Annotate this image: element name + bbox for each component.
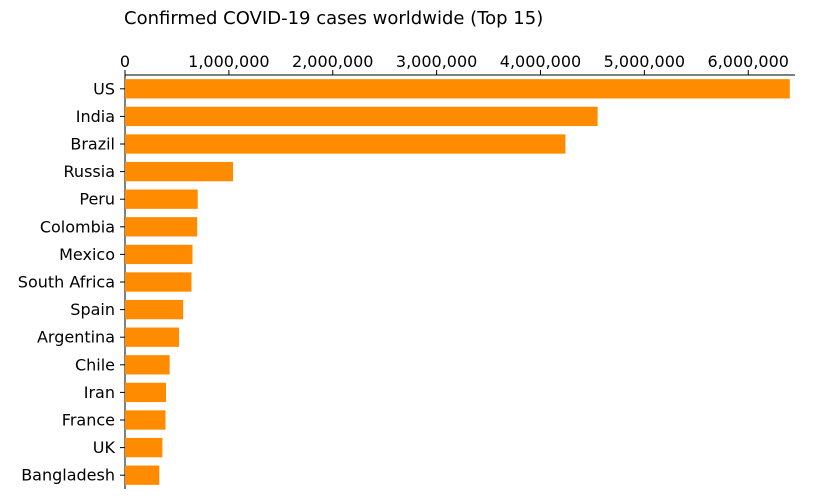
bar-brazil	[125, 134, 566, 154]
y-tick-label: Spain	[70, 300, 115, 319]
chart-title: Confirmed COVID-19 cases worldwide (Top …	[124, 8, 543, 29]
x-tick-label: 2,000,000	[292, 52, 373, 71]
bar-mexico	[125, 244, 193, 265]
bar-us	[125, 79, 790, 99]
y-tick-label: South Africa	[18, 273, 115, 292]
x-tick-label: 6,000,000	[708, 52, 789, 71]
bar-russia	[125, 161, 234, 182]
bar-iran	[125, 382, 167, 403]
bars	[125, 79, 790, 485]
y-tick-label: Brazil	[70, 135, 115, 154]
x-tick-label: 4,000,000	[500, 52, 581, 71]
bar-spain	[125, 299, 184, 320]
y-tick-label: Bangladesh	[21, 466, 115, 485]
y-tick-label: Peru	[79, 190, 115, 209]
y-tick-label: Russia	[64, 162, 115, 181]
y-tick-label: Iran	[84, 383, 115, 402]
bar-argentina	[125, 327, 180, 347]
y-tick-label: France	[62, 411, 115, 430]
y-tick-label: US	[93, 79, 115, 98]
x-tick-label: 5,000,000	[604, 52, 685, 71]
y-tick-label: India	[76, 107, 115, 126]
bar-india	[125, 106, 598, 127]
bar-bangladesh	[125, 465, 160, 485]
y-tick-label: Argentina	[37, 328, 115, 347]
x-tick-label: 0	[120, 52, 130, 71]
bar-france	[125, 410, 166, 430]
y-tick-label: Colombia	[40, 217, 115, 236]
x-axis: 0 1,000,000 2,000,000 3,000,000 4,000,000 5,0…	[120, 52, 795, 76]
y-tick-label: Mexico	[59, 245, 115, 264]
bar-peru	[125, 189, 198, 209]
y-tick-label: UK	[93, 438, 116, 457]
bar-colombia	[125, 217, 198, 237]
x-tick-label: 3,000,000	[396, 52, 477, 71]
y-axis: US India Brazil Russia Peru Colombia Mexico Sou…	[18, 75, 126, 489]
bar-uk	[125, 437, 163, 458]
x-tick-label: 1,000,000	[188, 52, 269, 71]
y-tick-label: Chile	[75, 355, 115, 374]
bar-chile	[125, 355, 170, 375]
bar-south-africa	[125, 272, 192, 292]
